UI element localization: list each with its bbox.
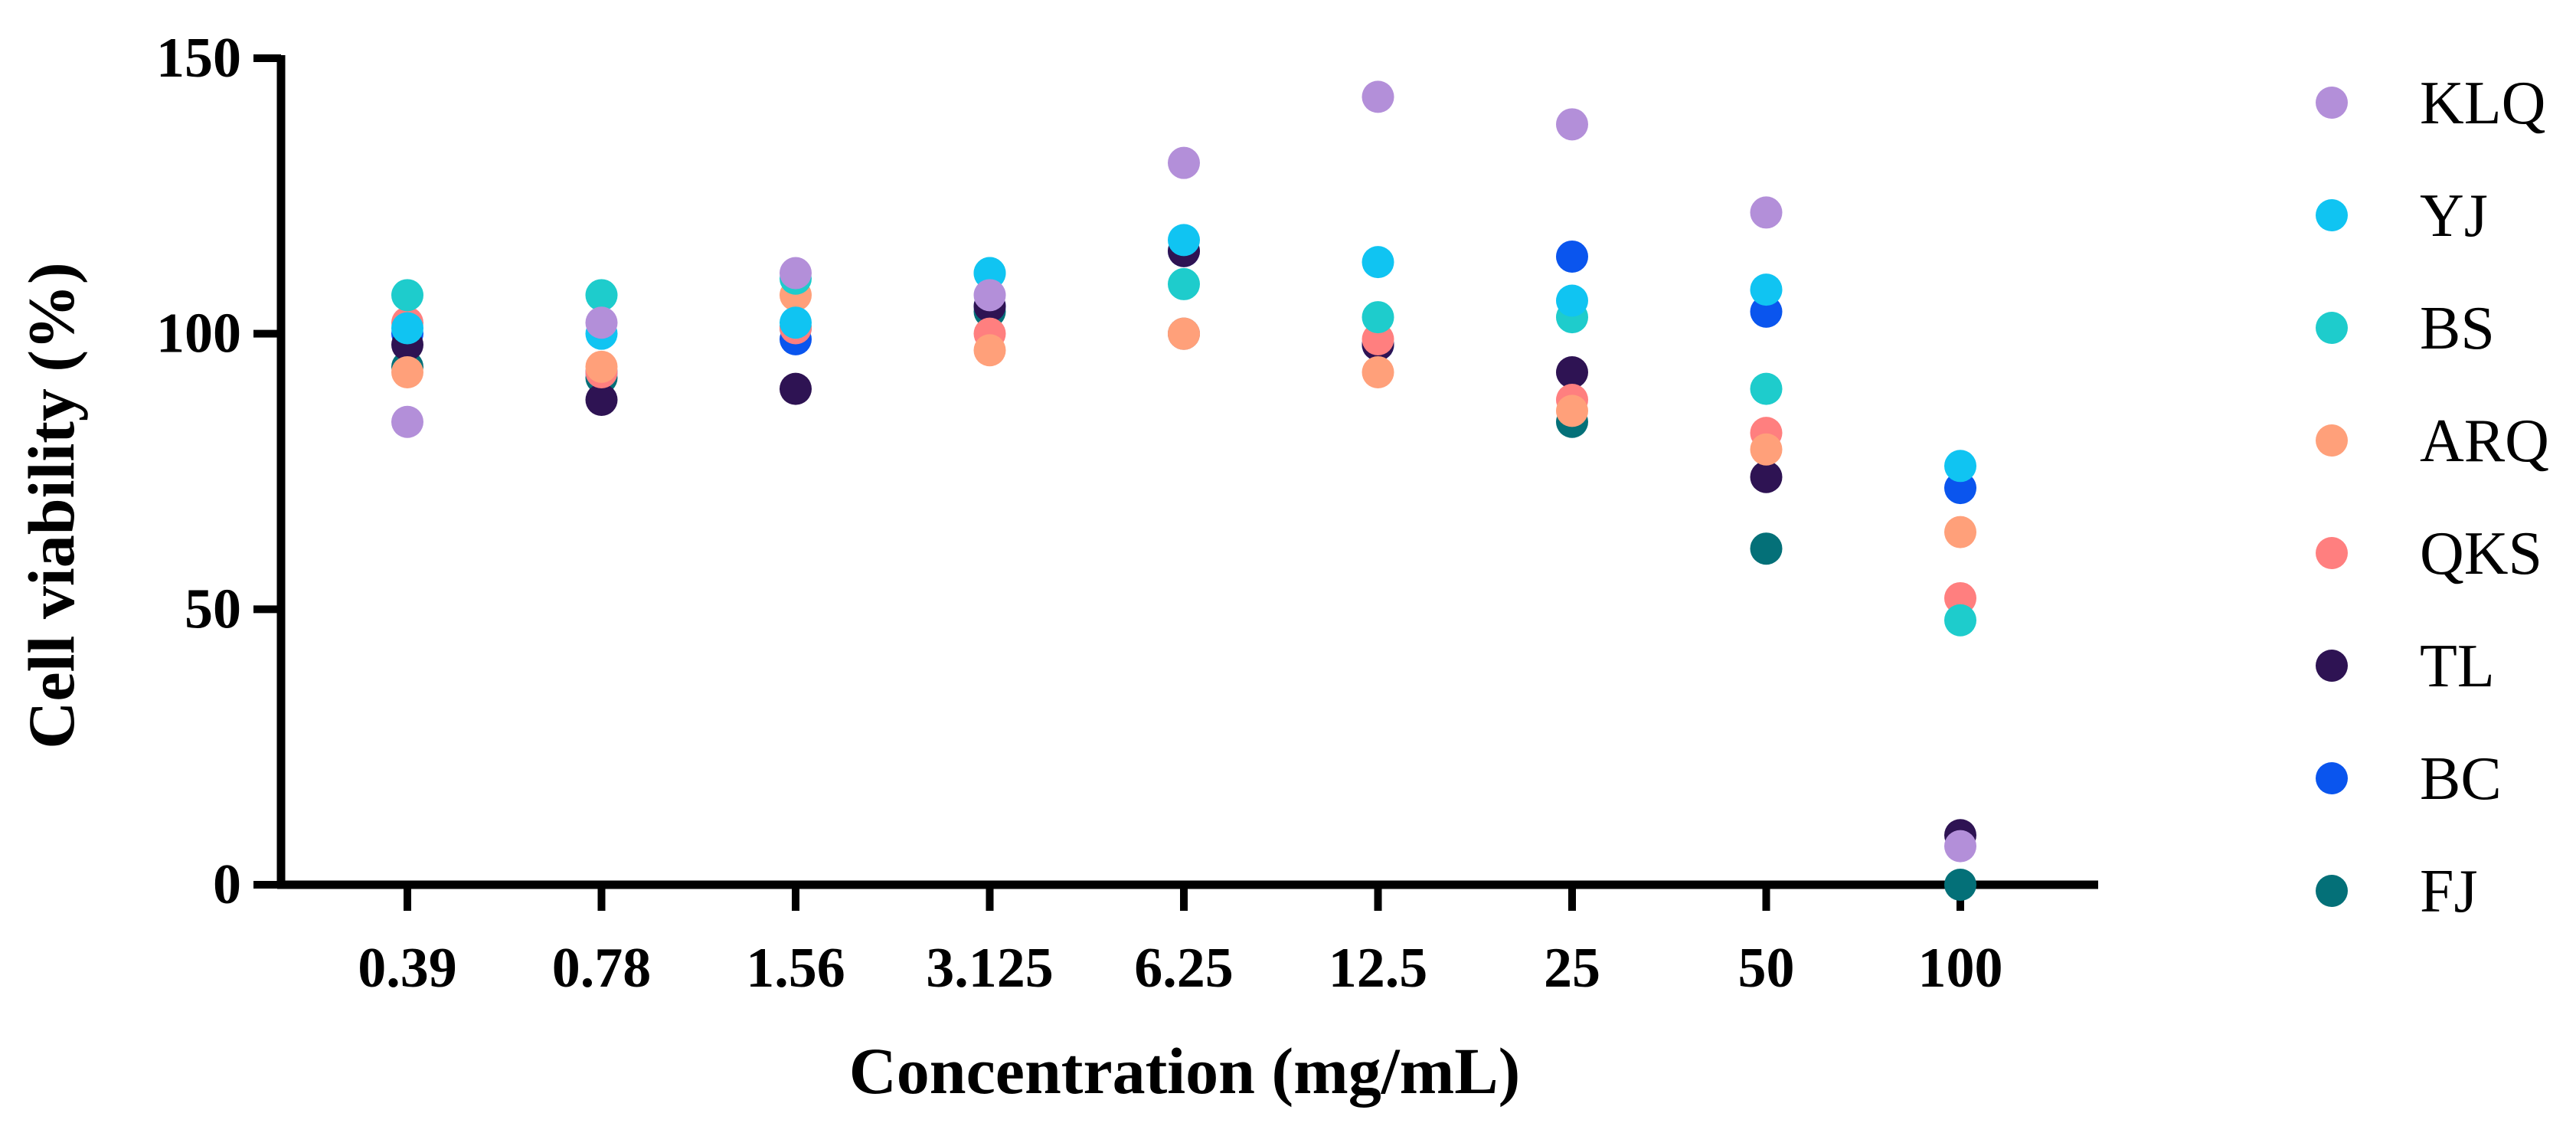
- legend-marker: [2316, 875, 2348, 907]
- legend-marker: [2316, 199, 2348, 231]
- x-tick-label: 0.39: [358, 937, 457, 1000]
- data-point: [585, 383, 618, 416]
- data-point: [1362, 246, 1394, 279]
- data-point: [1168, 317, 1200, 350]
- data-point: [1944, 516, 1976, 548]
- legend-label: TL: [2420, 633, 2495, 700]
- data-point: [391, 405, 423, 438]
- data-point: [1944, 869, 1976, 901]
- data-point: [780, 257, 812, 290]
- series-qks: [391, 306, 1976, 614]
- legend-item-fj: FJ: [2316, 858, 2478, 925]
- x-tick-label: 0.78: [552, 937, 652, 1000]
- data-point: [585, 279, 618, 312]
- series-klq: [391, 80, 1976, 863]
- data-point: [973, 279, 1006, 312]
- legend: KLQ YJ BS ARQ QKS TL BC FJ: [2316, 70, 2549, 925]
- data-point: [1944, 581, 1976, 614]
- data-point: [1362, 322, 1394, 355]
- series-arq: [391, 279, 1976, 548]
- data-point: [1944, 604, 1976, 637]
- data-point: [1750, 295, 1783, 328]
- legend-label: ARQ: [2420, 408, 2549, 475]
- tick-labels: 0 50 100 150 0.39 0.78 1.56 3.125 6.25 12.5 25 50 10…: [156, 27, 2003, 1000]
- data-point: [585, 306, 618, 339]
- series-bs: [391, 257, 1976, 637]
- data-point: [1944, 830, 1976, 863]
- data-point: [1750, 196, 1783, 229]
- data-point: [1750, 460, 1783, 493]
- data-point: [780, 372, 812, 405]
- x-axis-title: Concentration (mg/mL): [849, 1034, 1521, 1108]
- data-point: [1556, 394, 1588, 427]
- x-tick-label: 25: [1544, 937, 1600, 1000]
- data-point: [1168, 267, 1200, 300]
- legend-label: YJ: [2420, 182, 2488, 250]
- legend-marker: [2316, 537, 2348, 569]
- legend-item-arq: ARQ: [2316, 408, 2549, 475]
- legend-label: BC: [2420, 745, 2502, 813]
- y-tick-label: 100: [156, 303, 241, 365]
- x-tick-label: 3.125: [926, 937, 1054, 1000]
- x-tick-label: 12.5: [1329, 937, 1428, 1000]
- data-point: [1362, 301, 1394, 334]
- data-point: [780, 306, 812, 339]
- legend-item-qks: QKS: [2316, 520, 2542, 588]
- x-tick-label: 100: [1918, 937, 2003, 1000]
- legend-item-bs: BS: [2316, 295, 2495, 362]
- series-fj: [391, 295, 1976, 901]
- legend-label: KLQ: [2420, 70, 2545, 137]
- axes: [253, 54, 2098, 911]
- data-point: [1168, 146, 1200, 179]
- legend-label: FJ: [2420, 858, 2478, 925]
- y-tick-label: 150: [156, 27, 241, 90]
- x-tick-label: 6.25: [1134, 937, 1234, 1000]
- data-point: [973, 334, 1006, 367]
- legend-item-tl: TL: [2316, 633, 2495, 700]
- data-points: [391, 80, 1976, 901]
- data-point: [1556, 356, 1588, 389]
- legend-label: QKS: [2420, 520, 2542, 588]
- legend-label: BS: [2420, 295, 2495, 362]
- x-tick-label: 50: [1738, 937, 1795, 1000]
- data-point: [1944, 472, 1976, 505]
- legend-item-klq: KLQ: [2316, 70, 2545, 137]
- data-point: [1362, 356, 1394, 389]
- data-point: [973, 257, 1006, 290]
- data-point: [1556, 240, 1588, 273]
- series-yj: [391, 224, 1976, 483]
- legend-item-bc: BC: [2316, 745, 2502, 813]
- y-axis-title: Cell viability (%): [15, 262, 88, 748]
- data-point: [391, 356, 423, 389]
- data-point: [1362, 80, 1394, 113]
- data-point: [1750, 372, 1783, 405]
- data-point: [585, 350, 618, 383]
- legend-marker: [2316, 312, 2348, 344]
- y-tick-label: 50: [185, 578, 241, 640]
- legend-marker: [2316, 650, 2348, 682]
- data-point: [1750, 433, 1783, 466]
- data-point: [1556, 284, 1588, 317]
- data-point: [1168, 224, 1200, 257]
- legend-marker: [2316, 87, 2348, 119]
- data-point: [1944, 450, 1976, 483]
- data-point: [1750, 532, 1783, 565]
- x-tick-label: 1.56: [746, 937, 845, 1000]
- legend-marker: [2316, 762, 2348, 794]
- legend-marker: [2316, 424, 2348, 457]
- data-point: [1556, 108, 1588, 141]
- data-point: [1750, 273, 1783, 306]
- data-point: [391, 279, 423, 312]
- y-tick-label: 0: [213, 853, 241, 916]
- data-point: [391, 312, 423, 345]
- legend-item-yj: YJ: [2316, 182, 2488, 250]
